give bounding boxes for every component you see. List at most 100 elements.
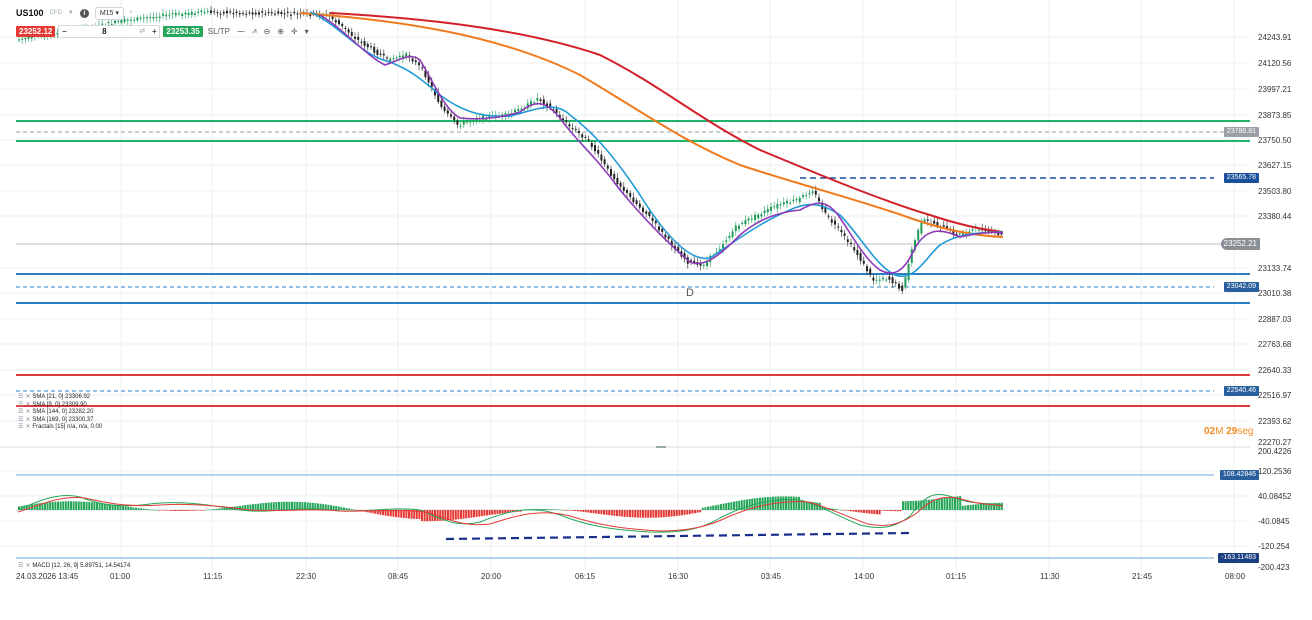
candle-body [344,27,347,29]
legend-row-sma169[interactable]: ☰ ✕ SMA [169, 0] 23300.37 [18,417,102,425]
more-icon[interactable]: • [129,10,133,16]
close-icon[interactable]: ✕ [25,394,31,400]
macd-axis[interactable]: 200.4226 120.2536 40.08452 -40.0845 -120.254… [1258,447,1292,572]
time-tick-label: 20:00 [481,572,502,581]
candle-body [802,195,804,198]
candle-body [475,119,478,121]
macd-histogram-bar [738,500,741,510]
legend-row-sma21[interactable]: ☰ ✕ SMA [21, 0] 23306.92 [18,394,102,402]
macd-legend[interactable]: ☰ ✕ MACD [12, 26, 9] 5.89751, 14.54174 [18,562,130,570]
quantity-stepper[interactable]: − 8 ⇄ + [58,24,161,38]
candle-body [626,190,628,193]
symbol-name[interactable]: US100 [16,8,44,18]
macd-histogram-bar [187,510,189,511]
candle-body [21,38,24,40]
macd-histogram-bar [964,505,967,510]
macd-histogram-bar [712,505,715,510]
candle-body [389,58,392,62]
candle-body [840,229,843,233]
candle-body [248,12,251,14]
zoom-out-icon[interactable]: ⊖ [263,26,271,36]
macd-histogram-bar [392,510,395,517]
macd-histogram-bar [847,510,850,511]
candle-body [382,53,385,56]
menu-icon[interactable]: ☰ [18,394,24,400]
timeframe-select[interactable]: M15 ▾ [94,6,124,20]
macd-histogram-bar [670,510,673,517]
buy-button[interactable]: 23253.35 [163,25,203,37]
close-icon[interactable]: ✕ [25,416,31,423]
decrease-button[interactable]: − [62,26,67,36]
menu-icon[interactable]: ☰ [18,563,24,569]
menu-icon[interactable]: ☰ [18,409,24,416]
candle-body [936,222,939,226]
candle-body [117,20,120,22]
pane-resize-handle[interactable] [656,446,666,448]
macd-histogram-bar [64,501,67,510]
candle-body [427,74,430,83]
close-icon[interactable]: ✕ [25,401,31,408]
candle-body [808,193,811,195]
time-tick-label: 22:30 [296,572,317,581]
info-icon[interactable]: i [79,8,89,18]
menu-icon[interactable]: ☰ [18,416,24,423]
candle-body [757,214,760,219]
increase-button[interactable]: + [152,26,157,36]
macd-histogram-bar [506,510,509,513]
crosshair-dropdown-icon[interactable]: ▾ [304,26,309,36]
candle-body [565,120,568,123]
candle-body [107,21,110,24]
price-axis[interactable]: 24243.91 24120.56 23997.21 23873.85 23750.50… [1258,33,1292,447]
line-tool-icon[interactable]: ⁓ [236,26,245,36]
close-icon[interactable]: ✕ [25,424,31,431]
candle-body [830,219,833,223]
macd-histogram-bar [649,510,652,518]
macd-histogram-bar [241,505,244,510]
macd-histogram-bar [668,510,670,517]
price-label-22540[interactable]: 22540.46 [1223,386,1259,396]
macd-histogram-bar [246,504,249,510]
macd-label-lower[interactable]: -163.11483 [1218,553,1259,563]
macd-histogram-bar [337,506,340,510]
macd-histogram-bar [977,504,980,510]
legend-row-sma9[interactable]: ☰ ✕ SMA [9, 0] 23309.90 [18,402,102,410]
indicators-icon[interactable]: ⩘ [251,26,257,35]
price-label-23786[interactable]: 23786.81 [1223,127,1259,137]
symbol-dropdown-icon[interactable]: ▼ [67,10,74,16]
candle-body [203,12,206,14]
legend-row-fractals[interactable]: ☰ ✕ Fractals [15] n/a, n/a, 0.00 [18,424,102,432]
swap-icon[interactable]: ⇄ [139,28,146,35]
macd-histogram-bar [408,510,410,519]
macd-histogram-bar [798,496,800,510]
candle-body [520,108,523,110]
menu-icon[interactable]: ☰ [18,401,24,408]
macd-histogram-bar [122,505,124,510]
close-icon[interactable]: ✕ [25,409,31,416]
legend-row-sma144[interactable]: ☰ ✕ SMA [144, 0] 23282.20 [18,409,102,417]
price-label-23565[interactable]: 23565.78 [1223,173,1259,183]
menu-icon[interactable]: ☰ [18,424,24,431]
price-tick-label: 23627.15 [1258,161,1292,170]
zoom-in-icon[interactable]: ⊕ [277,26,284,36]
macd-histogram-bar [483,510,486,516]
candle-body [725,240,728,242]
candle-body [222,11,225,14]
sltp-button[interactable]: SL/TP [207,26,230,36]
sell-button[interactable]: 23252.12 [16,25,56,37]
macd-histogram-bar [345,508,348,510]
crosshair-icon[interactable]: ✛ [290,26,298,36]
price-label-23042[interactable]: 23042.09 [1223,282,1259,292]
quantity-input[interactable]: 8 [102,26,107,36]
price-tick-label: 24243.91 [1258,33,1292,42]
macd-histogram-bar [454,510,457,520]
time-axis[interactable]: 24.03.2026 13:45 01:00 11:15 22:30 08:45 20:0… [16,572,1246,581]
close-icon[interactable]: ✕ [25,563,31,569]
macd-histogram-bar [850,510,852,512]
candle-body [645,211,648,214]
macd-histogram-bar [683,510,686,515]
macd-histogram-bar [759,497,761,510]
macd-label-upper[interactable]: 108.42846 [1219,470,1259,480]
macd-histogram-bar [621,510,624,517]
